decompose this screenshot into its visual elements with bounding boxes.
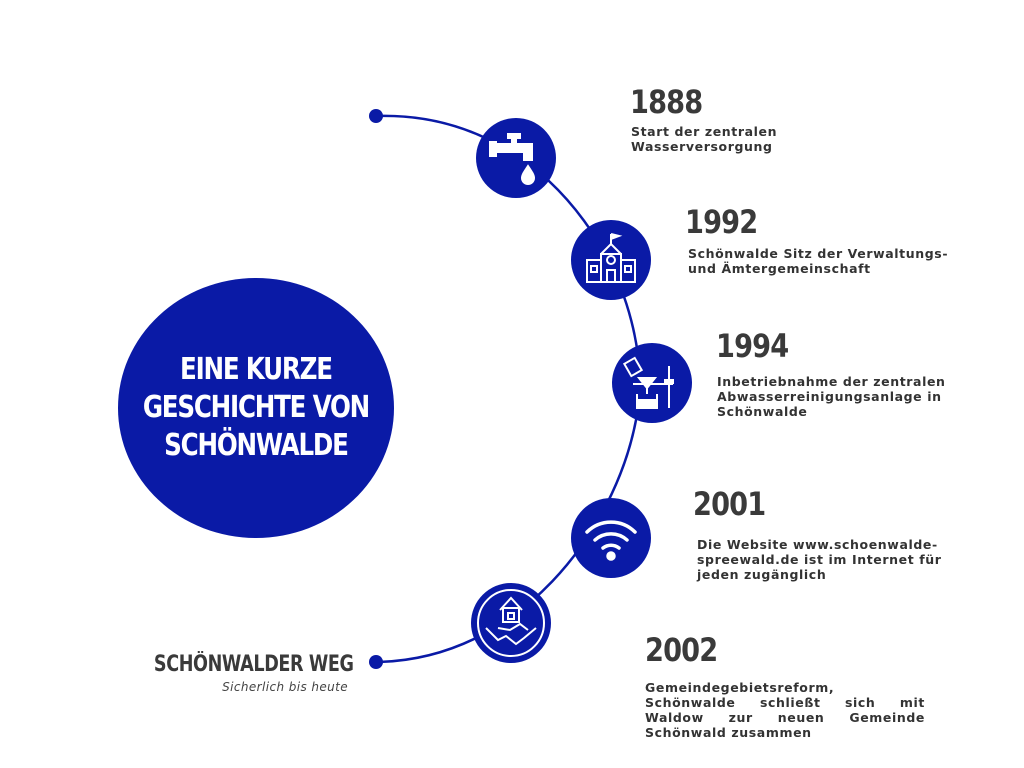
lab-flask-icon xyxy=(623,356,674,409)
timeline-start-dot xyxy=(369,109,383,123)
description-1994: Inbetriebnahme der zentralen Abwasserrei… xyxy=(717,374,946,419)
milestone-icon-1888 xyxy=(476,118,556,198)
year-2001: 2001 xyxy=(693,485,766,523)
milestone-icon-1992 xyxy=(571,220,651,300)
weg-subtitle: Sicherlich bis heute xyxy=(222,680,348,694)
handshake-house-icon xyxy=(477,589,545,657)
milestone-icon-2002 xyxy=(471,583,551,663)
description-1992: Schönwalde Sitz der Verwaltungs- und Ämt… xyxy=(688,246,949,276)
year-2002: 2002 xyxy=(645,631,718,669)
year-1888: 1888 xyxy=(630,83,703,121)
description-1888: Start der zentralen Wasserversorgung xyxy=(631,124,778,154)
year-1992: 1992 xyxy=(685,203,758,241)
milestone-icon-2001 xyxy=(571,498,651,578)
description-2001: Die Website www.schoenwalde- spreewald.d… xyxy=(697,537,942,582)
page-title: EINE KURZE GESCHICHTE VON SCHÖNWALDE xyxy=(142,352,370,463)
title-circle: EINE KURZE GESCHICHTE VON SCHÖNWALDE xyxy=(118,278,394,538)
milestone-icon-1994 xyxy=(612,343,692,423)
timeline-end-dot xyxy=(369,655,383,669)
description-2002: Gemeindegebietsreform, Schönwalde schlie… xyxy=(645,680,925,740)
town-hall-icon xyxy=(586,233,636,283)
water-tap-icon xyxy=(489,133,536,185)
weg-title: SCHÖNWALDER WEG xyxy=(154,652,354,677)
wifi-icon xyxy=(585,520,637,561)
year-1994: 1994 xyxy=(716,327,789,365)
